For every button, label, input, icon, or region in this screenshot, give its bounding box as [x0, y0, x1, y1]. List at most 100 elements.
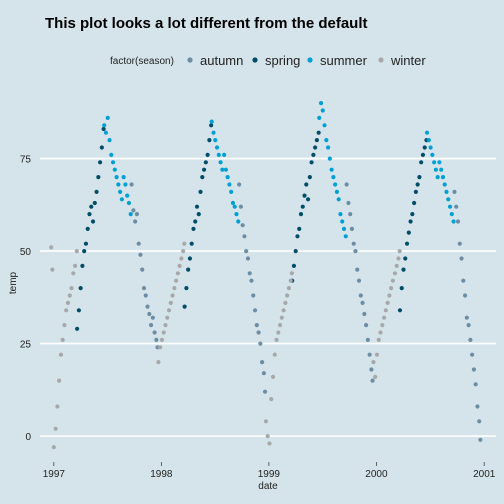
data-point-winter	[159, 337, 165, 342]
legend-label-autumn: autumn	[200, 53, 243, 68]
data-point-spring	[419, 160, 424, 165]
data-point-summer	[442, 182, 447, 187]
data-point-spring	[186, 267, 191, 272]
x-axis-title: date	[258, 481, 278, 492]
data-point-summer	[451, 219, 456, 224]
data-point-summer	[125, 193, 130, 198]
data-point-winter	[158, 345, 163, 350]
data-point-spring	[184, 286, 189, 291]
data-point-winter	[288, 278, 293, 283]
data-point-summer	[437, 160, 442, 165]
data-point-summer	[322, 123, 327, 128]
data-point-summer	[439, 167, 444, 172]
data-point-spring	[313, 145, 318, 150]
data-point-winter	[166, 308, 172, 313]
data-point-winter	[276, 330, 281, 335]
data-point-spring	[316, 130, 321, 135]
data-point-winter	[380, 323, 385, 328]
data-point-summer	[102, 123, 107, 128]
data-point-spring	[412, 200, 417, 206]
legend-title: factor(season)	[110, 56, 174, 67]
data-point-winter	[55, 404, 60, 409]
data-point-autumn	[129, 182, 134, 187]
data-point-autumn	[249, 278, 254, 283]
data-point-winter	[182, 241, 187, 246]
data-point-winter	[270, 374, 276, 379]
data-point-summer	[232, 204, 237, 209]
data-point-autumn	[131, 208, 136, 213]
data-point-summer	[236, 219, 241, 224]
data-point-spring	[200, 175, 205, 180]
data-point-spring	[97, 160, 103, 165]
data-point-autumn	[459, 256, 464, 261]
data-point-winter	[64, 308, 69, 313]
data-point-winter	[267, 441, 272, 446]
data-point-summer	[343, 234, 348, 239]
data-point-spring	[82, 249, 87, 254]
data-point-spring	[75, 326, 80, 331]
data-point-summer	[325, 145, 331, 150]
data-point-summer	[435, 175, 440, 180]
data-point-winter	[49, 245, 54, 250]
data-point-winter	[177, 263, 182, 268]
data-point-spring	[92, 200, 97, 206]
data-point-summer	[446, 197, 451, 202]
data-point-summer	[333, 182, 338, 187]
data-point-winter	[392, 271, 398, 276]
data-point-winter	[175, 271, 180, 276]
data-point-spring	[207, 138, 212, 143]
data-point-autumn	[133, 219, 138, 224]
data-point-winter	[381, 315, 387, 320]
data-point-winter	[67, 293, 72, 298]
data-point-winter	[283, 300, 288, 305]
data-point-autumn	[363, 323, 369, 328]
data-point-summer	[426, 138, 431, 143]
data-point-autumn	[473, 382, 478, 387]
data-point-autumn	[464, 315, 469, 320]
data-point-spring	[417, 175, 422, 180]
data-point-autumn	[470, 352, 475, 357]
data-point-winter	[74, 249, 79, 254]
data-point-autumn	[462, 293, 468, 298]
data-point-winter	[179, 256, 184, 261]
x-tick-label: 1997	[43, 469, 66, 480]
x-tick-label: 2000	[365, 469, 388, 480]
data-point-summer	[338, 212, 343, 217]
data-point-summer	[209, 119, 214, 124]
data-point-winter	[281, 308, 286, 313]
data-point-autumn	[353, 249, 358, 254]
data-point-spring	[80, 263, 85, 268]
data-point-autumn	[143, 293, 148, 298]
data-point-summer	[449, 212, 454, 217]
data-point-spring	[205, 152, 210, 157]
data-point-winter	[65, 300, 71, 305]
data-point-spring	[87, 212, 92, 217]
data-point-winter	[387, 293, 392, 298]
data-point-spring	[415, 182, 420, 187]
data-point-autumn	[348, 212, 353, 217]
data-point-spring	[302, 193, 307, 198]
data-point-autumn	[260, 360, 265, 365]
x-tick-label: 1998	[150, 469, 173, 480]
data-point-autumn	[138, 252, 143, 257]
data-point-summer	[121, 175, 126, 180]
data-point-winter	[263, 419, 269, 424]
data-point-summer	[214, 145, 220, 150]
data-point-spring	[189, 241, 194, 246]
legend-label-winter: winter	[390, 53, 426, 68]
data-point-summer	[103, 130, 109, 135]
legend-key-spring	[252, 57, 258, 63]
data-point-autumn	[134, 212, 140, 217]
data-point-summer	[329, 167, 334, 172]
data-point-winter	[57, 378, 62, 383]
data-point-summer	[116, 182, 121, 187]
data-point-autumn	[262, 389, 268, 394]
data-point-spring	[420, 152, 426, 157]
data-point-summer	[324, 138, 329, 143]
data-point-winter	[168, 300, 173, 305]
data-point-autumn	[457, 241, 462, 246]
data-point-spring	[399, 286, 404, 291]
data-point-summer	[424, 130, 430, 135]
legend-label-summer: summer	[320, 53, 368, 68]
